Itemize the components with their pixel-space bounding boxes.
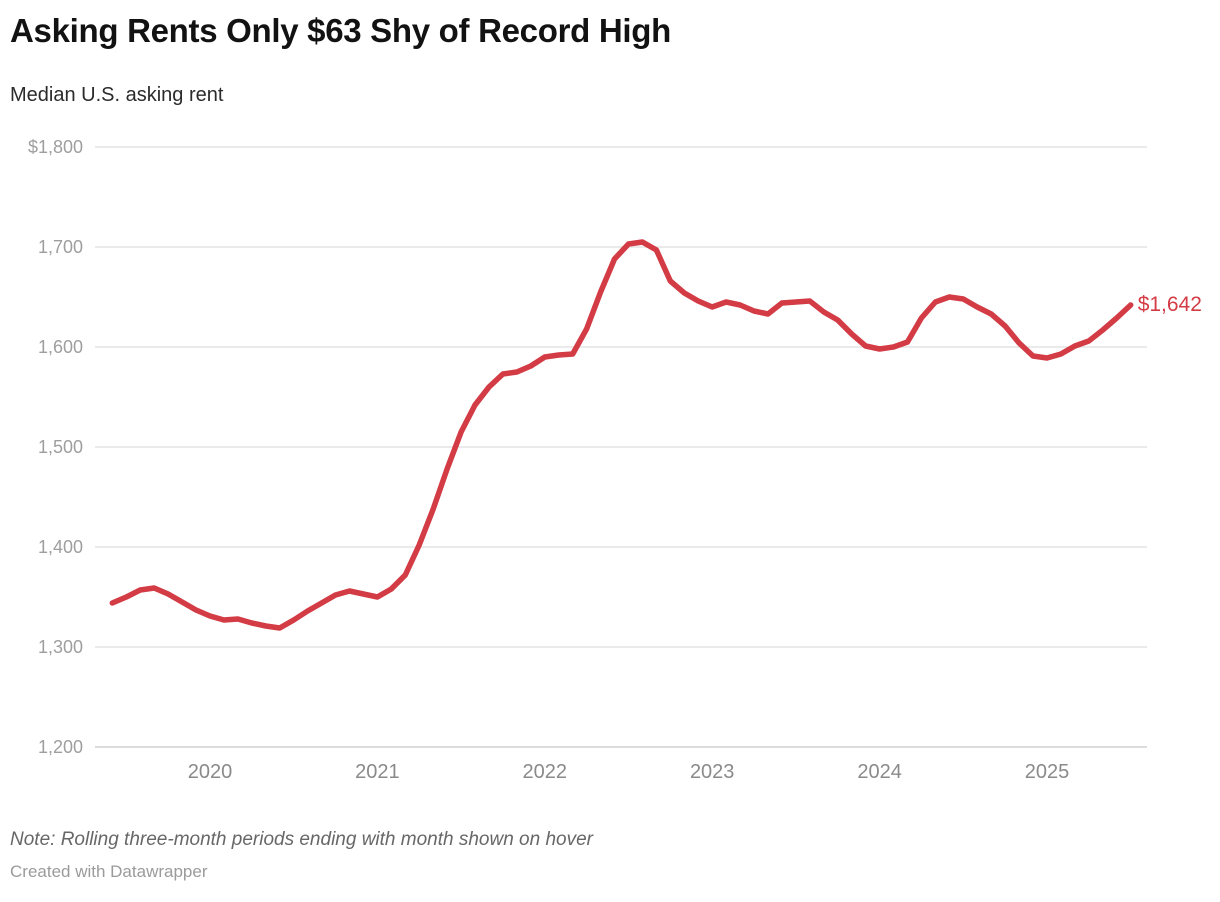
rent-line[interactable]	[109, 239, 1134, 631]
y-axis-label: 1,600	[37, 337, 83, 357]
x-axis-label: 2023	[689, 761, 735, 783]
y-axis-label: 1,200	[37, 737, 83, 757]
y-axis-label: $1,800	[27, 137, 83, 157]
y-axis-label: 1,300	[37, 637, 83, 657]
chart-subtitle: Median U.S. asking rent	[10, 84, 224, 106]
y-axis-label: 1,400	[37, 537, 83, 557]
y-axis-label: 1,700	[37, 237, 83, 257]
x-axis-label: 2022	[522, 761, 568, 783]
chart-title: Asking Rents Only $63 Shy of Record High	[10, 12, 671, 49]
chart-note: Note: Rolling three-month periods ending…	[10, 829, 593, 850]
x-axis-label: 2024	[857, 761, 902, 783]
datawrapper-credit-link[interactable]: Created with Datawrapper	[10, 862, 208, 881]
x-axis-label: 2021	[355, 761, 400, 783]
x-axis-label: 2025	[1024, 761, 1070, 783]
y-axis-label: 1,500	[37, 437, 83, 457]
line-end-value-label: $1,642	[1137, 293, 1202, 316]
x-axis-label: 2020	[187, 761, 233, 783]
